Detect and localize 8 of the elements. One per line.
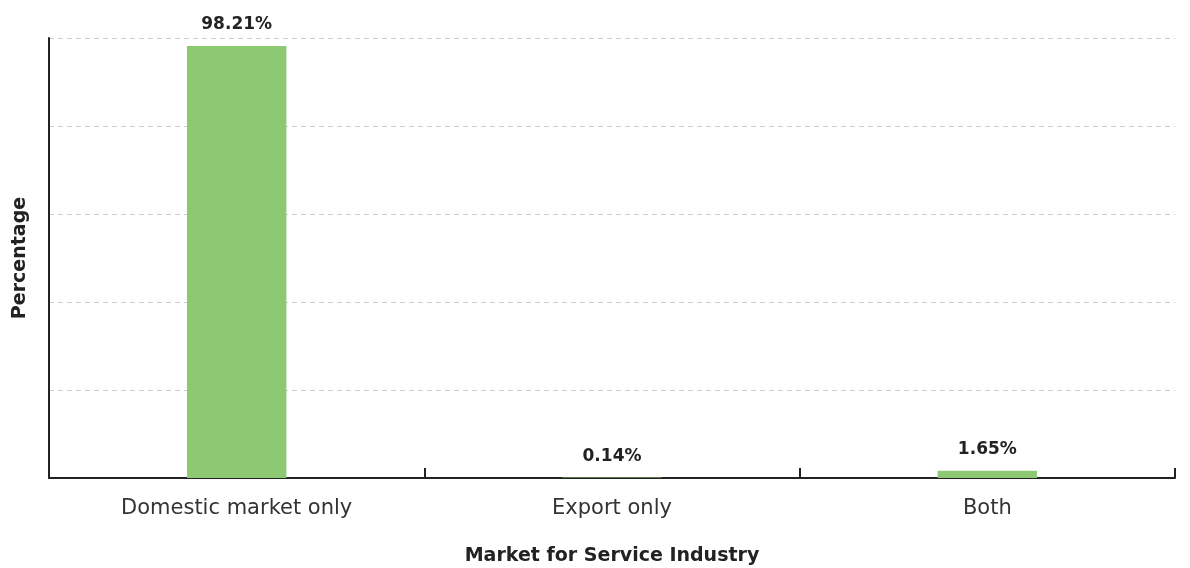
x-axis-title: Market for Service Industry [464,542,760,565]
x-tick-label: Domestic market only [121,494,353,519]
data-label: 0.14% [582,444,642,465]
y-axis-title: Percentage [6,196,29,320]
data-label: 98.21% [201,13,273,34]
data-label: 1.65% [957,438,1017,459]
x-tick-label: Both [962,494,1012,519]
x-tick-label: Export only [552,494,672,519]
